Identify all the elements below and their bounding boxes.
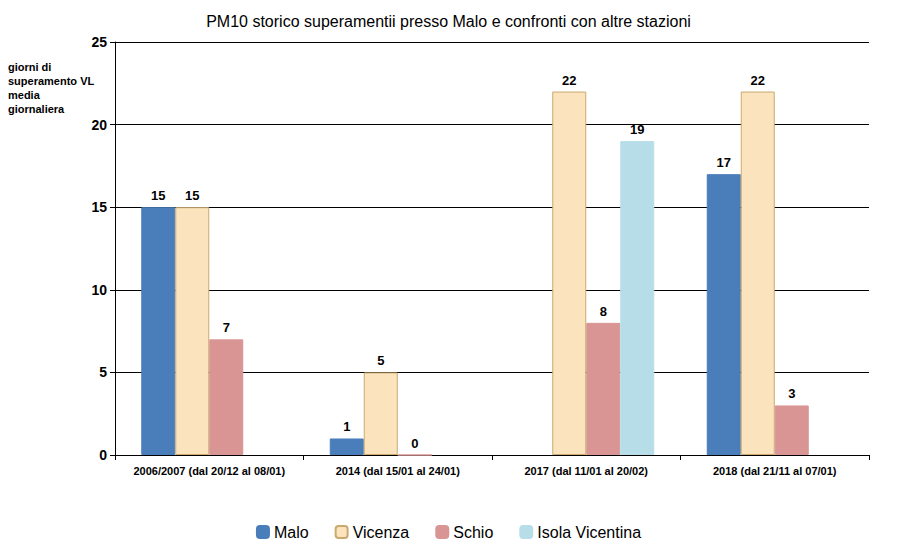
svg-text:giorni di: giorni di: [8, 61, 54, 73]
svg-text:Schio: Schio: [453, 524, 493, 541]
svg-text:25: 25: [91, 34, 107, 50]
svg-text:22: 22: [751, 73, 765, 88]
svg-text:1: 1: [343, 419, 350, 434]
svg-text:2006/2007 (dal 20/12 al 08/01): 2006/2007 (dal 20/12 al 08/01): [133, 465, 285, 477]
svg-text:PM10 storico superamentii pres: PM10 storico superamentii presso Malo e …: [206, 13, 691, 30]
svg-text:15: 15: [151, 188, 165, 203]
svg-text:19: 19: [630, 122, 644, 137]
svg-text:giornaliera: giornaliera: [8, 103, 65, 115]
svg-text:3: 3: [788, 386, 795, 401]
svg-text:0: 0: [99, 447, 107, 463]
svg-text:superamento VL: superamento VL: [8, 75, 97, 87]
svg-text:15: 15: [185, 188, 199, 203]
svg-text:Malo: Malo: [274, 524, 309, 541]
svg-text:Isola Vicentina: Isola Vicentina: [537, 524, 641, 541]
svg-text:8: 8: [600, 304, 607, 319]
svg-text:2017 (dal 11/01 al 20/02): 2017 (dal 11/01 al 20/02): [524, 465, 648, 477]
svg-text:media: media: [8, 89, 43, 101]
svg-text:2014 (dal 15/01 al 24/01): 2014 (dal 15/01 al 24/01): [336, 465, 460, 477]
svg-text:15: 15: [91, 199, 107, 215]
svg-text:2018 (dal 21/11 al 07/01): 2018 (dal 21/11 al 07/01): [713, 465, 837, 477]
svg-text:7: 7: [223, 320, 230, 335]
svg-text:Vicenza: Vicenza: [353, 524, 410, 541]
svg-text:20: 20: [91, 117, 107, 133]
svg-text:5: 5: [99, 364, 107, 380]
svg-text:0: 0: [411, 436, 418, 451]
svg-text:10: 10: [91, 282, 107, 298]
svg-text:22: 22: [562, 73, 576, 88]
svg-text:5: 5: [377, 353, 384, 368]
svg-text:17: 17: [717, 155, 731, 170]
